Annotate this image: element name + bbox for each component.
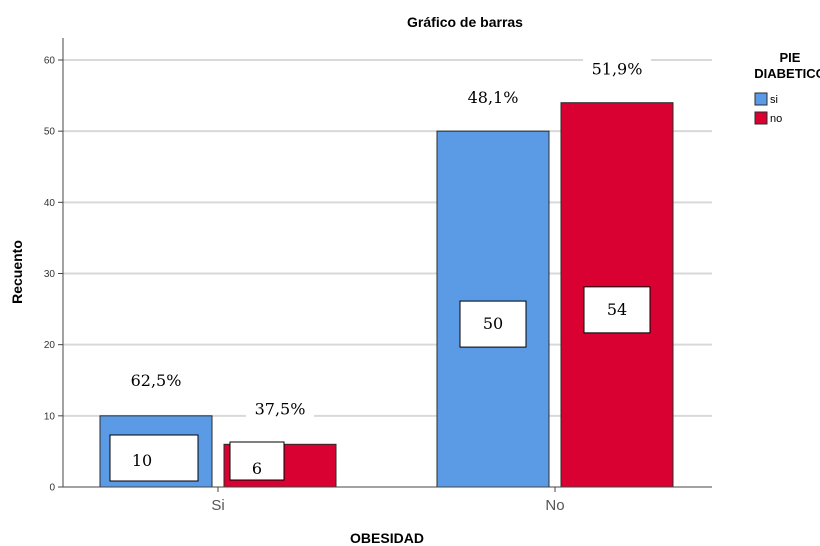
legend-title-line-1: DIABETICO bbox=[754, 66, 820, 81]
pct-label-Si-no: 37,5% bbox=[255, 399, 306, 418]
x-tick-label-Si: Si bbox=[211, 497, 224, 514]
value-box-No-si bbox=[459, 300, 527, 348]
y-tick-label-0: 0 bbox=[49, 483, 55, 494]
legend-title-line-0: PIE bbox=[780, 50, 801, 65]
value-label-No-no: 54 bbox=[607, 300, 627, 319]
legend-swatch-no bbox=[754, 111, 768, 125]
x-tick-label-No: No bbox=[545, 497, 564, 514]
pct-label-bg bbox=[246, 397, 314, 422]
pct-label-bg bbox=[459, 86, 527, 111]
y-tick-label-40: 40 bbox=[44, 198, 56, 209]
pct-label-bg bbox=[122, 368, 190, 393]
value-label-Si-si: 10 bbox=[132, 451, 152, 470]
data-labels: 62,5% 10 37,5% 6 48,1% 50 51,9% 54 bbox=[109, 57, 651, 482]
y-tick-label-60: 60 bbox=[44, 56, 56, 67]
y-axis-label: Recuento bbox=[9, 240, 25, 304]
value-box-Si-no bbox=[229, 441, 285, 481]
legend-swatch-si bbox=[754, 92, 768, 106]
pct-label-Si-si: 62,5% bbox=[131, 371, 182, 390]
value-label-Si-no: 6 bbox=[252, 459, 262, 478]
y-tick-label-10: 10 bbox=[44, 411, 56, 422]
x-axis-label: OBESIDAD bbox=[350, 530, 424, 546]
y-tick-label-20: 20 bbox=[44, 340, 56, 351]
chart-title: Gráfico de barras bbox=[407, 14, 523, 30]
value-label-No-si: 50 bbox=[483, 314, 503, 333]
axes: 0 10 20 30 40 50 60 Si No bbox=[44, 38, 712, 514]
value-box-No-no bbox=[583, 286, 651, 334]
pct-label-bg bbox=[583, 57, 651, 82]
pct-label-No-si: 48,1% bbox=[468, 88, 519, 107]
pct-label-No-no: 51,9% bbox=[592, 60, 643, 79]
y-tick-label-30: 30 bbox=[44, 269, 56, 280]
y-tick-label-50: 50 bbox=[44, 127, 56, 138]
value-box-Si-si bbox=[109, 434, 199, 482]
legend-label-si: si bbox=[770, 94, 778, 106]
legend-label-no: no bbox=[770, 113, 782, 125]
